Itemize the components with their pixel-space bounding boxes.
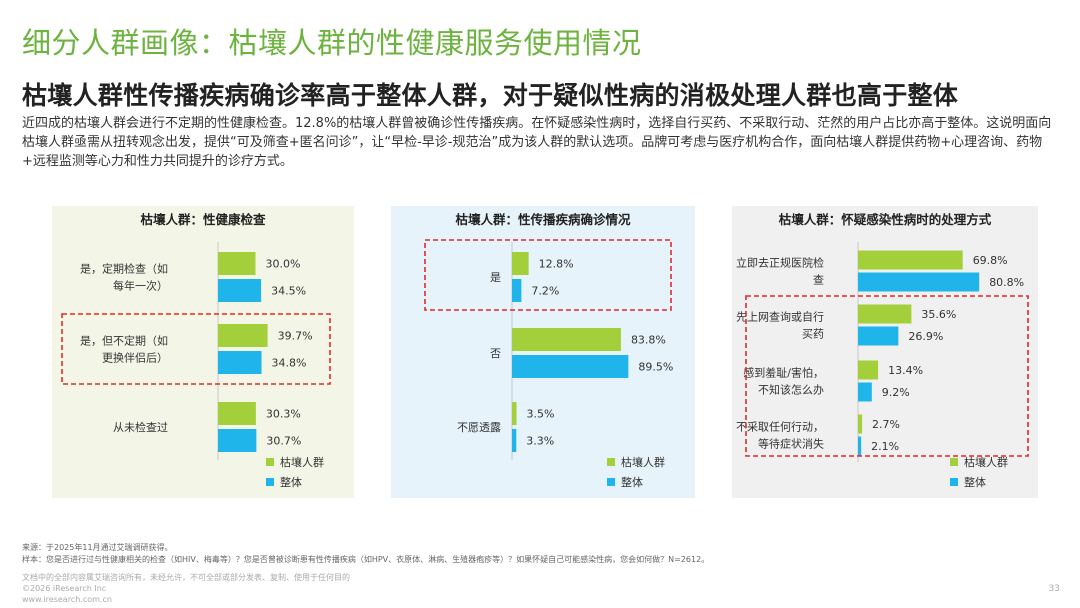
legend-swatch: [950, 458, 958, 466]
data-label: 26.9%: [908, 330, 943, 343]
legend-swatch: [266, 458, 274, 466]
bar-overall: [218, 351, 262, 374]
legend-label: 枯壤人群: [964, 455, 1008, 469]
category-label: 每年一次）: [113, 279, 168, 293]
chart-title: 枯壤人群：性健康检查: [140, 212, 266, 227]
data-label: 34.5%: [271, 285, 306, 298]
bar-overall: [858, 382, 872, 402]
bar-overall: [858, 436, 862, 456]
legend-label: 枯壤人群: [621, 455, 665, 469]
data-label: 3.5%: [527, 408, 555, 421]
legend-label: 整体: [280, 475, 302, 489]
chart-svg: 枯壤人群：性传播疾病确诊情况 12.8% 7.2% 是 83.8% 89.5% 否 3.5% 3…: [391, 206, 695, 498]
bar-kurang-group: [512, 328, 621, 351]
category-label: 是，定期检查（如: [80, 262, 168, 276]
page-subtitle: 枯壤人群性传播疾病确诊率高于整体人群，对于疑似性病的消极处理人群也高于整体: [22, 81, 959, 110]
data-label: 7.2%: [531, 285, 559, 298]
bar-overall: [512, 429, 517, 452]
highlight-box: [61, 313, 331, 385]
data-label: 83.8%: [631, 334, 666, 347]
data-label: 80.8%: [989, 276, 1024, 289]
chart-std-diagnosis: 枯壤人群：性传播疾病确诊情况 12.8% 7.2% 是 83.8% 89.5% 否 3.5% 3…: [391, 206, 695, 498]
chart-title: 枯壤人群：怀疑感染性病时的处理方式: [779, 212, 992, 227]
data-label: 9.2%: [882, 386, 910, 399]
category-label: 是，但不定期（如: [80, 334, 168, 348]
legend-label: 整体: [964, 475, 986, 489]
chart-title: 枯壤人群：性传播疾病确诊情况: [455, 212, 631, 227]
bar-overall: [858, 272, 980, 292]
data-label: 2.7%: [872, 418, 900, 431]
data-label: 30.3%: [266, 408, 301, 421]
bar-kurang-group: [512, 252, 529, 275]
chart-health-check: 枯壤人群：性健康检查 30.0% 34.5% 是，定期检查（如每年一次） 39.7% 34…: [52, 206, 354, 498]
bar-kurang-group: [858, 414, 863, 434]
data-label: 34.8%: [272, 357, 307, 370]
category-label: 不采取任何行动，: [736, 421, 824, 434]
highlight-box: [745, 295, 1029, 457]
data-label: 35.6%: [921, 308, 956, 321]
footer-sample: 样本：您是否进行过与性健康相关的检查（如HIV、梅毒等）？您是否曾被诊断患有性传…: [22, 555, 710, 564]
data-label: 69.8%: [973, 254, 1008, 267]
category-label: 查: [813, 273, 824, 287]
chart-suspected-handling: 枯壤人群：怀疑感染性病时的处理方式 69.8% 80.8% 立即去正规医院检查 35.6…: [732, 206, 1038, 498]
bar-kurang-group: [218, 402, 256, 425]
chart-background: [52, 206, 354, 498]
data-label: 13.4%: [888, 364, 923, 377]
legend-label: 枯壤人群: [280, 455, 324, 469]
highlight-box: [424, 239, 672, 311]
legend-swatch: [266, 478, 274, 486]
bar-overall: [218, 429, 257, 452]
bar-kurang-group: [218, 324, 268, 347]
bar-kurang-group: [512, 402, 517, 425]
bar-kurang-group: [858, 304, 912, 324]
bar-overall: [858, 326, 899, 346]
footer-website: www.iresearch.com.cn: [22, 595, 112, 604]
data-label: 2.1%: [871, 440, 899, 453]
data-label: 39.7%: [278, 330, 313, 343]
bar-kurang-group: [858, 360, 879, 380]
data-label: 30.7%: [266, 435, 301, 448]
category-label: 等待症状消失: [758, 437, 824, 451]
bar-overall: [218, 279, 262, 302]
legend-label: 整体: [621, 475, 643, 489]
category-label: 不知该怎么办: [758, 383, 824, 397]
category-label: 感到羞耻/害怕，: [743, 366, 824, 380]
legend-swatch: [607, 478, 615, 486]
category-label: 立即去正规医院检: [736, 256, 824, 270]
page-number: 33: [1048, 584, 1060, 594]
data-label: 12.8%: [539, 258, 574, 271]
footer-source: 来源：于2025年11月通过艾瑞调研获得。: [22, 543, 173, 552]
data-label: 30.0%: [266, 258, 301, 271]
page-title: 细分人群画像：枯壤人群的性健康服务使用情况: [22, 26, 642, 60]
category-label: 买药: [802, 328, 824, 341]
bar-kurang-group: [858, 250, 963, 270]
chart-background: [391, 206, 695, 498]
footer-copyright: ©2026 iResearch Inc: [22, 584, 107, 593]
category-label: 更换伴侣后）: [102, 351, 168, 365]
chart-background: [732, 206, 1038, 498]
legend-swatch: [950, 478, 958, 486]
description-text: 近四成的枯壤人群会进行不定期的性健康检查。12.8%的枯壤人群曾被确诊性传播疾病…: [22, 116, 1052, 169]
category-label: 是: [490, 271, 501, 284]
category-label: 先上网查询或自行: [736, 310, 824, 324]
bar-overall: [512, 355, 629, 378]
data-label: 89.5%: [638, 361, 673, 374]
footer-disclaimer: 文档中的全部内容属艾瑞咨询所有，未经允许，不可全部或部分发表、复制、使用于任何目…: [22, 573, 350, 582]
category-label: 从未检查过: [113, 420, 168, 434]
bar-overall: [512, 279, 522, 302]
legend-swatch: [607, 458, 615, 466]
category-label: 不愿透露: [457, 421, 501, 434]
data-label: 3.3%: [526, 435, 554, 448]
bar-kurang-group: [218, 252, 256, 275]
category-label: 否: [490, 347, 501, 360]
